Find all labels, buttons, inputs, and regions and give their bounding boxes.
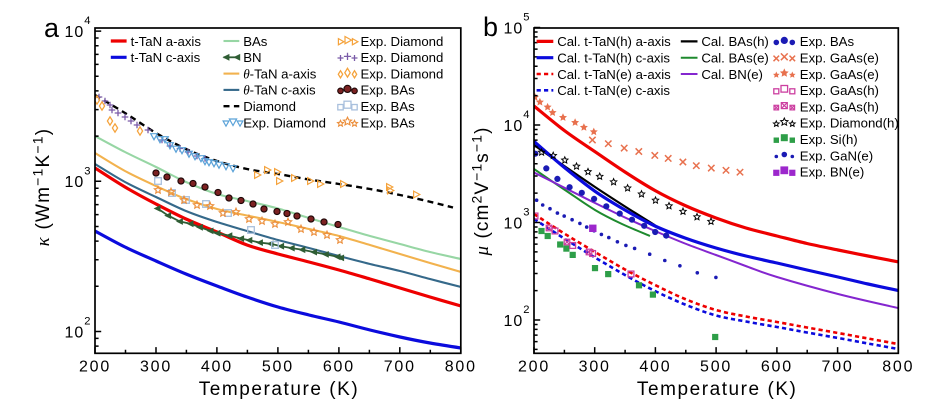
svg-text:400: 400 xyxy=(639,359,671,376)
svg-text:500: 500 xyxy=(700,359,732,376)
svg-text:Diamond: Diamond xyxy=(243,99,296,114)
svg-text:Exp. BAs: Exp. BAs xyxy=(800,34,855,49)
svg-text:Exp. GaAs(h): Exp. GaAs(h) xyxy=(800,99,879,114)
svg-text:Exp. GaN(e): Exp. GaN(e) xyxy=(800,148,873,163)
svg-text:Exp. BAs: Exp. BAs xyxy=(361,83,416,98)
svg-text:700: 700 xyxy=(384,359,416,376)
svg-text:Exp. Diamond: Exp. Diamond xyxy=(361,66,444,81)
svg-text:Temperature (K): Temperature (K) xyxy=(199,379,360,400)
svg-text:Exp. Diamond: Exp. Diamond xyxy=(361,50,444,65)
svg-text:800: 800 xyxy=(445,359,477,376)
svg-text:Exp. BAs: Exp. BAs xyxy=(361,115,416,130)
svg-text:300: 300 xyxy=(579,359,611,376)
svg-text:Cal. BAs(h): Cal. BAs(h) xyxy=(701,34,768,49)
svg-text:θ-TaN c-axis: θ-TaN c-axis xyxy=(243,83,316,98)
svg-text:Temperature (K): Temperature (K) xyxy=(637,379,798,400)
svg-text:600: 600 xyxy=(761,359,793,376)
svg-text:θ-TaN a-axis: θ-TaN a-axis xyxy=(243,66,317,81)
svg-text:Cal. BAs(e): Cal. BAs(e) xyxy=(701,51,768,66)
svg-text:800: 800 xyxy=(882,359,914,376)
svg-text:Exp. GaAs(e): Exp. GaAs(e) xyxy=(800,51,879,66)
svg-text:Cal. t-TaN(e) c-axis: Cal. t-TaN(e) c-axis xyxy=(557,83,670,98)
svg-text:300: 300 xyxy=(140,359,172,376)
svg-text:Exp. BN(e): Exp. BN(e) xyxy=(800,165,865,180)
svg-text:Exp. GaAs(e): Exp. GaAs(e) xyxy=(800,67,879,82)
svg-text:Cal. BN(e): Cal. BN(e) xyxy=(701,67,763,82)
svg-text:Exp. Diamond: Exp. Diamond xyxy=(243,115,326,130)
svg-text:Exp. Diamond: Exp. Diamond xyxy=(361,34,444,49)
svg-text:BAs: BAs xyxy=(243,34,268,49)
svg-text:500: 500 xyxy=(262,359,294,376)
svg-text:Exp. Diamond(h): Exp. Diamond(h) xyxy=(800,116,899,131)
svg-text:a: a xyxy=(44,13,60,43)
svg-text:200: 200 xyxy=(518,359,550,376)
svg-text:600: 600 xyxy=(323,359,355,376)
svg-text:t-TaN c-axis: t-TaN c-axis xyxy=(131,50,201,65)
svg-text:Cal. t-TaN(h) c-axis: Cal. t-TaN(h) c-axis xyxy=(557,51,670,66)
svg-text:Exp. GaAs(h): Exp. GaAs(h) xyxy=(800,83,879,98)
svg-text:Exp. BAs: Exp. BAs xyxy=(361,99,416,114)
svg-text:Exp. Si(h): Exp. Si(h) xyxy=(800,132,858,147)
svg-text:Cal. t-TaN(h) a-axis: Cal. t-TaN(h) a-axis xyxy=(557,34,671,49)
svg-text:400: 400 xyxy=(201,359,233,376)
svg-text:Cal. t-TaN(e) a-axis: Cal. t-TaN(e) a-axis xyxy=(557,67,671,82)
svg-text:μ (cm2V−1s−1): μ (cm2V−1s−1) xyxy=(469,126,494,256)
svg-text:BN: BN xyxy=(243,50,261,65)
svg-text:b: b xyxy=(483,12,498,42)
svg-text:200: 200 xyxy=(79,359,111,376)
svg-text:t-TaN a-axis: t-TaN a-axis xyxy=(131,34,202,49)
svg-text:700: 700 xyxy=(822,359,854,376)
